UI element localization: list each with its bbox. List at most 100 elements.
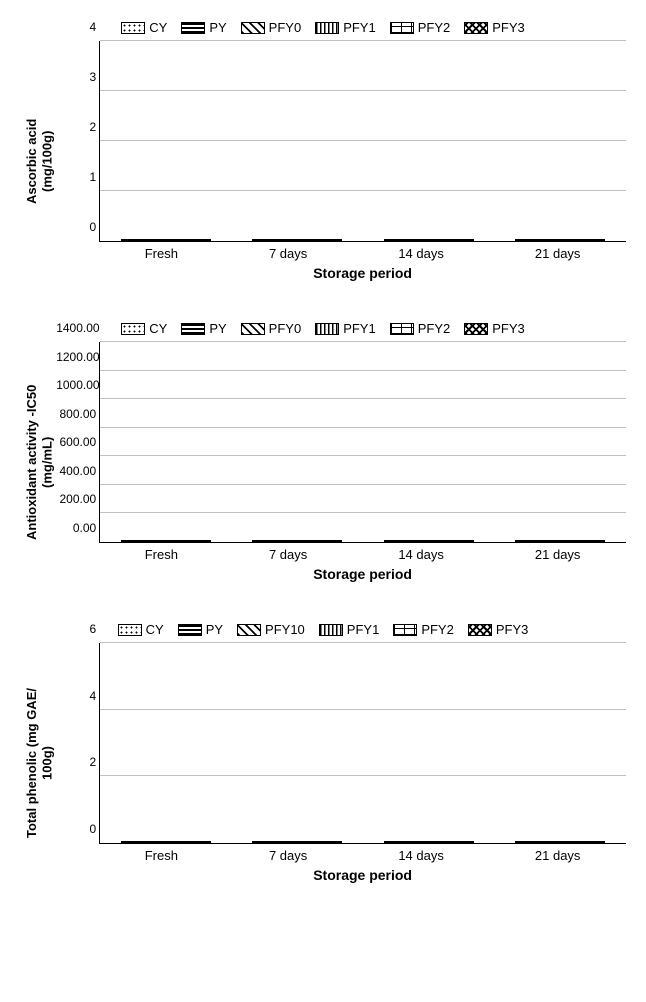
- bar-PFY1: [429, 841, 444, 843]
- bar-PFY1: [166, 239, 181, 241]
- x-tick: 14 days: [398, 547, 444, 562]
- chart-chart3: CYPYPFY10PFY1PFY2PFY3Total phenolic (mg …: [20, 622, 626, 883]
- bar-group: [252, 841, 342, 843]
- y-tick: 0.00: [56, 521, 96, 535]
- legend-item-PFY1: PFY1: [315, 321, 376, 336]
- bar-PFY1: [560, 540, 575, 542]
- bar-CY: [384, 841, 399, 843]
- y-tick: 400.00: [56, 464, 96, 478]
- bar-group: [515, 540, 605, 542]
- legend-item-PFY2: PFY2: [390, 321, 451, 336]
- y-tick: 4: [56, 20, 96, 34]
- bar-PFY3: [590, 239, 605, 241]
- x-axis-label: Storage period: [99, 566, 626, 582]
- legend-item-PFY0: PFY0: [241, 20, 302, 35]
- legend-label: PY: [209, 321, 226, 336]
- legend: CY PY PFY0 PFY1 PFY2 PFY3: [20, 20, 626, 35]
- bar-PY: [267, 841, 282, 843]
- bar-PFY2: [444, 239, 459, 241]
- bar-PY: [399, 841, 414, 843]
- legend-item-PFY3: PFY3: [464, 321, 525, 336]
- bar-PFY0: [545, 841, 560, 843]
- bar-group: [384, 239, 474, 241]
- y-tick: 0: [56, 822, 96, 836]
- bar-PFY1: [166, 841, 181, 843]
- y-tick: 200.00: [56, 492, 96, 506]
- bar-PFY1: [429, 239, 444, 241]
- bar-PY: [530, 540, 545, 542]
- plot-area: 01234: [99, 41, 626, 242]
- bar-PFY0: [282, 540, 297, 542]
- bar-PFY2: [181, 540, 196, 542]
- y-tick: 1400.00: [56, 321, 96, 335]
- bar-CY: [121, 239, 136, 241]
- bar-PY: [136, 239, 151, 241]
- legend-label: PFY3: [492, 20, 525, 35]
- y-axis-label: Total phenolic (mg GAE/ 100g): [20, 643, 55, 883]
- chart-chart1: CY PY PFY0 PFY1 PFY2 PFY3 Ascorbic acid (mg/10…: [20, 20, 626, 281]
- bar-CY: [252, 239, 267, 241]
- bar-PFY0: [282, 841, 297, 843]
- bar-PFY1: [166, 540, 181, 542]
- legend-label: PFY1: [343, 321, 376, 336]
- bar-CY: [121, 841, 136, 843]
- bar-group: [252, 540, 342, 542]
- bar-PY: [530, 239, 545, 241]
- bar-PFY2: [575, 841, 590, 843]
- bar-PFY3: [590, 841, 605, 843]
- y-axis-label: Ascorbic acid (mg/100g): [20, 41, 55, 281]
- bar-PFY0: [414, 841, 429, 843]
- x-tick: 7 days: [269, 547, 307, 562]
- legend-item-PFY3: PFY3: [464, 20, 525, 35]
- legend-item-PFY1: PFY1: [319, 622, 380, 637]
- bar-PFY0: [282, 239, 297, 241]
- bar-CY: [384, 540, 399, 542]
- legend-label: CY: [149, 20, 167, 35]
- legend-item-PFY2: PFY2: [390, 20, 451, 35]
- legend-item-PY: PY: [181, 20, 226, 35]
- legend: CYPYPFY10PFY1PFY2PFY3: [20, 622, 626, 637]
- bar-PFY0: [545, 239, 560, 241]
- y-tick: 3: [56, 70, 96, 84]
- bar-PFY0: [545, 540, 560, 542]
- bar-PFY2: [575, 239, 590, 241]
- x-tick: Fresh: [145, 547, 178, 562]
- legend-label: PFY0: [269, 321, 302, 336]
- bar-group: [384, 841, 474, 843]
- legend-item-PY: PY: [178, 622, 223, 637]
- bar-PFY3: [327, 540, 342, 542]
- x-tick-labels: Fresh7 days14 days21 days: [99, 848, 626, 863]
- y-tick: 2: [56, 120, 96, 134]
- x-axis-label: Storage period: [99, 265, 626, 281]
- legend-item-CY: CY: [121, 20, 167, 35]
- x-tick: 7 days: [269, 246, 307, 261]
- bar-PFY1: [429, 540, 444, 542]
- bar-PFY0: [151, 239, 166, 241]
- plot-area: 0246: [99, 643, 626, 844]
- bar-PFY2: [312, 540, 327, 542]
- bar-CY: [121, 540, 136, 542]
- bar-CY: [252, 540, 267, 542]
- y-tick: 1000.00: [56, 378, 96, 392]
- legend-item-PFY2: PFY2: [393, 622, 454, 637]
- bar-group: [252, 239, 342, 241]
- bar-PFY3: [327, 239, 342, 241]
- bar-CY: [252, 841, 267, 843]
- bar-PFY1: [297, 841, 312, 843]
- bar-PFY3: [196, 841, 211, 843]
- bar-group: [515, 239, 605, 241]
- bar-PFY3: [459, 239, 474, 241]
- bar-PY: [136, 540, 151, 542]
- x-tick: 7 days: [269, 848, 307, 863]
- legend-item-PFY1: PFY1: [315, 20, 376, 35]
- x-tick-labels: Fresh7 days14 days21 days: [99, 547, 626, 562]
- bar-PFY3: [590, 540, 605, 542]
- plot-area: 0.00200.00400.00600.00800.001000.001200.…: [99, 342, 626, 543]
- bar-CY: [515, 841, 530, 843]
- bar-PFY2: [444, 540, 459, 542]
- legend-label: PFY1: [343, 20, 376, 35]
- bar-PFY3: [196, 239, 211, 241]
- bar-PFY0: [414, 540, 429, 542]
- bar-PFY0: [151, 540, 166, 542]
- bar-PY: [267, 540, 282, 542]
